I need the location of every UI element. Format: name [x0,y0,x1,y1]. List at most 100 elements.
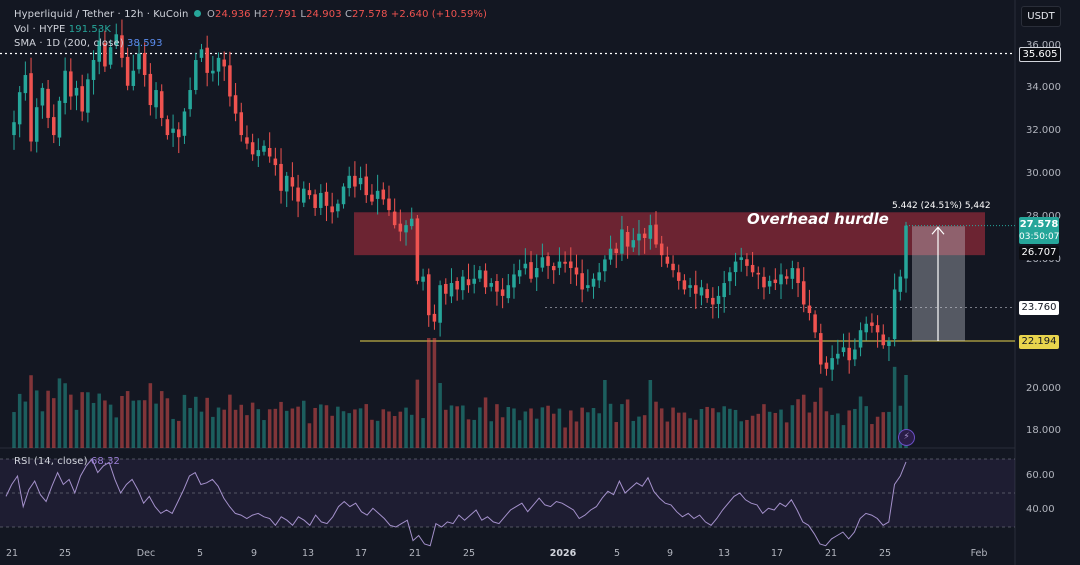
y-tick: 34.000 [1026,82,1061,93]
candle-body [353,175,357,187]
candle-body [216,57,221,72]
volume-bar [97,393,101,448]
candle-body [654,224,658,245]
volume-bar [858,396,863,448]
candle-body [773,279,778,284]
candle-body [739,257,743,260]
volume-bar [131,400,136,448]
candle-body [779,274,783,285]
sma-legend[interactable]: SMA · 1D (200, close) 38.593 [14,38,163,49]
candle-body [392,211,397,226]
candle-body [194,60,198,90]
volume-bar [841,425,846,448]
candle-body [478,270,482,279]
candle-body [358,177,363,185]
candle-body [801,281,806,305]
volume-bar [472,419,476,448]
candle-body [881,334,886,346]
candle-body [415,218,420,281]
y-tick: 18.000 [1026,425,1061,436]
volume-bar [74,409,79,448]
rsi-legend[interactable]: RSI (14, close) 68.32 [14,456,120,467]
candle-body [551,266,556,271]
candle-body [256,150,261,157]
candle-body [284,175,289,192]
volume-bar [239,404,244,448]
volume-bar [301,400,306,448]
volume-bar [711,408,715,448]
volume-bar [154,403,158,448]
candle-body [131,70,136,86]
candle-body [807,305,812,314]
candle-body [426,274,431,316]
volume-bar [847,410,851,448]
x-tick: 9 [250,548,258,559]
candle-body [165,119,170,136]
overhead-hurdle-label: Overhead hurdle [747,210,889,228]
volume-bar [586,412,590,448]
volume-bar [148,383,153,448]
volume-bar [444,409,448,448]
volume-bar [86,392,90,448]
symbol-name[interactable]: Hyperliquid / Tether · 12h · KuCoin [14,9,189,20]
volume-bar [364,404,369,448]
candle-body [836,353,840,359]
volume-bar [654,401,658,448]
volume-legend[interactable]: Vol · HYPE 191.53K [14,24,111,35]
candle-body [796,268,800,284]
candle-body [597,272,601,281]
candle-body [688,285,692,288]
candle-body [148,73,153,106]
flash-icon[interactable]: ⚡ [898,429,915,446]
candle-body [671,263,675,271]
volume-bar [125,391,130,448]
volume-bar [625,399,630,448]
candle-body [80,86,84,112]
volume-bar [699,409,704,448]
volume-bar [801,394,806,448]
candle-body [370,194,374,202]
volume-bar [728,408,732,448]
candle-body [534,268,539,278]
volume-bar [324,405,329,448]
volume-bar [245,415,249,448]
candle-body [142,52,147,76]
candle-body [290,177,295,187]
volume-bar [449,405,454,448]
currency-button[interactable]: USDT [1021,6,1061,27]
candle-body [222,59,226,67]
volume-bar [523,411,528,448]
candle-body [569,261,573,269]
volume-bar [529,408,533,448]
volume-bar [188,407,192,448]
candle-body [819,333,823,365]
high-value: 27.791 [261,9,298,20]
volume-bar [228,394,232,448]
x-tick: 25 [462,548,476,559]
volume-bar [574,421,579,448]
volume-bar [569,410,573,448]
volume-bar [637,416,641,448]
volume-bar [313,407,317,448]
volume-bar [631,420,636,448]
current-price-value: 27.578 [1019,219,1059,230]
volume-bar [773,412,778,448]
volume-bar [159,391,164,448]
candle-body [341,186,346,205]
volume-bar [716,412,721,448]
volume-bar [853,408,857,448]
candle-body [483,270,488,288]
volume-bar [665,421,670,448]
candle-body [421,276,425,282]
volume-bar [648,380,653,448]
candle-body [69,71,73,97]
x-tick: 2026 [549,548,577,559]
volume-bar [256,409,261,448]
candle-body [676,272,681,281]
candle-body [449,283,454,297]
candle-body [620,229,624,254]
y-tick: 20.000 [1026,383,1061,394]
volume-bar [353,409,357,448]
